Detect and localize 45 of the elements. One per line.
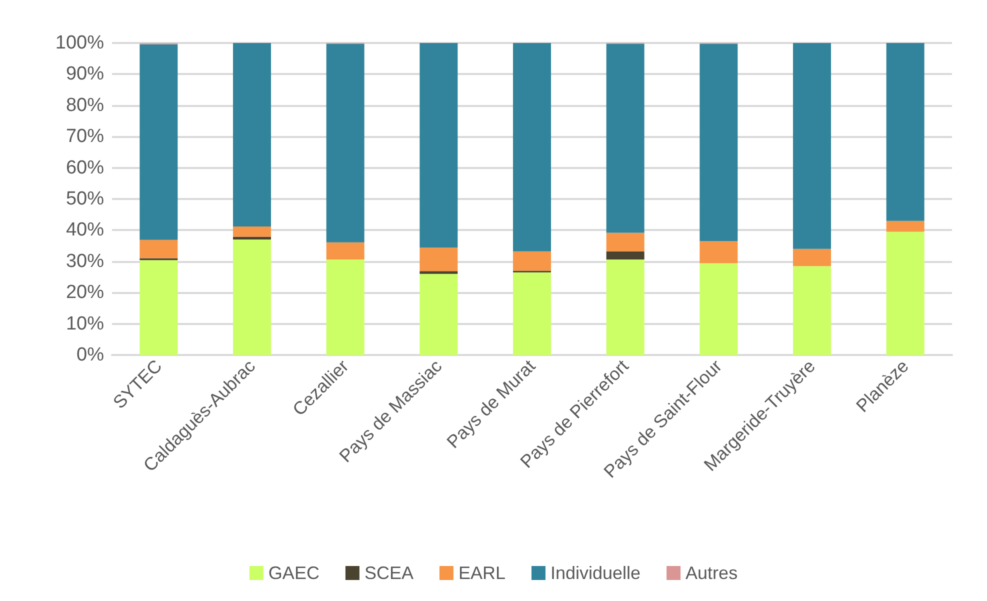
bar xyxy=(140,44,178,240)
y-tick-label: 30% xyxy=(66,250,104,272)
bar xyxy=(886,220,924,232)
bar xyxy=(420,274,458,355)
y-tick-label: 0% xyxy=(76,344,104,366)
bar xyxy=(233,43,271,226)
bar xyxy=(886,43,924,221)
legend-label: EARL xyxy=(458,563,506,583)
bar xyxy=(700,241,738,264)
bar xyxy=(793,43,831,249)
bar xyxy=(513,251,551,271)
bar xyxy=(606,44,644,233)
y-tick-label: 50% xyxy=(66,188,104,210)
legend-label: Autres xyxy=(686,563,738,583)
y-tick-label: 80% xyxy=(66,94,104,116)
y-tick-label: 20% xyxy=(66,282,104,304)
bar xyxy=(326,44,364,242)
bar xyxy=(420,271,458,274)
bar xyxy=(420,248,458,272)
y-tick-label: 60% xyxy=(66,157,104,178)
bar xyxy=(420,43,458,248)
bar xyxy=(886,232,924,355)
bar xyxy=(233,240,271,355)
bar xyxy=(606,251,644,260)
bar xyxy=(233,226,271,237)
legend-label: Individuelle xyxy=(550,563,641,583)
bar xyxy=(700,263,738,355)
bar xyxy=(140,240,178,258)
bar xyxy=(326,260,364,355)
bar xyxy=(793,266,831,355)
y-tick-label: 10% xyxy=(66,313,104,334)
legend-label: SCEA xyxy=(364,563,414,583)
bar xyxy=(513,272,551,355)
bar xyxy=(513,43,551,252)
y-tick-label: 40% xyxy=(66,220,104,241)
bar xyxy=(606,232,644,252)
y-tick-label: 100% xyxy=(55,32,104,54)
bar xyxy=(606,260,644,355)
bar xyxy=(700,44,738,242)
legend-label: GAEC xyxy=(268,563,320,583)
y-tick-label: 70% xyxy=(66,126,104,148)
bar xyxy=(326,242,364,260)
bar xyxy=(793,248,831,266)
y-tick-label: 90% xyxy=(66,64,104,85)
bar xyxy=(140,260,178,355)
